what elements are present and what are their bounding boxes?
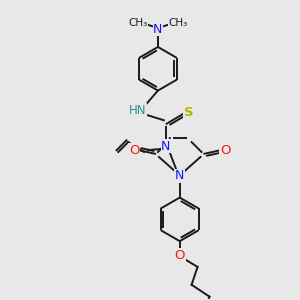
Text: O: O bbox=[220, 143, 230, 157]
Text: HN: HN bbox=[129, 104, 147, 117]
Text: CH₃: CH₃ bbox=[128, 18, 148, 28]
Text: O: O bbox=[175, 248, 185, 262]
Text: N: N bbox=[175, 169, 184, 182]
Text: S: S bbox=[184, 106, 194, 119]
Text: N: N bbox=[161, 140, 170, 152]
Text: CH₃: CH₃ bbox=[168, 18, 188, 28]
Text: N: N bbox=[153, 22, 163, 36]
Text: O: O bbox=[129, 143, 140, 157]
